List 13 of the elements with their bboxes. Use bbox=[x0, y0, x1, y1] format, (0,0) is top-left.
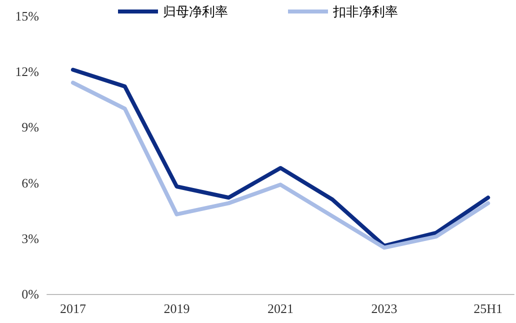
x-tick-label: 2021 bbox=[268, 301, 294, 316]
y-tick-label: 0% bbox=[22, 286, 40, 302]
legend-label: 归母净利率 bbox=[163, 4, 228, 19]
y-tick-label: 3% bbox=[22, 230, 40, 246]
y-tick-label: 15% bbox=[15, 8, 40, 24]
y-tick-label: 9% bbox=[22, 120, 40, 135]
legend-label: 扣非净利率 bbox=[332, 4, 398, 19]
x-tick-label: 2023 bbox=[371, 301, 398, 316]
x-tick-label: 2017 bbox=[60, 301, 86, 316]
y-tick-label: 6% bbox=[22, 175, 40, 190]
y-tick-label: 12% bbox=[15, 64, 40, 80]
x-tick-label: 25H1 bbox=[474, 301, 502, 316]
x-tick-label: 2019 bbox=[164, 301, 190, 316]
